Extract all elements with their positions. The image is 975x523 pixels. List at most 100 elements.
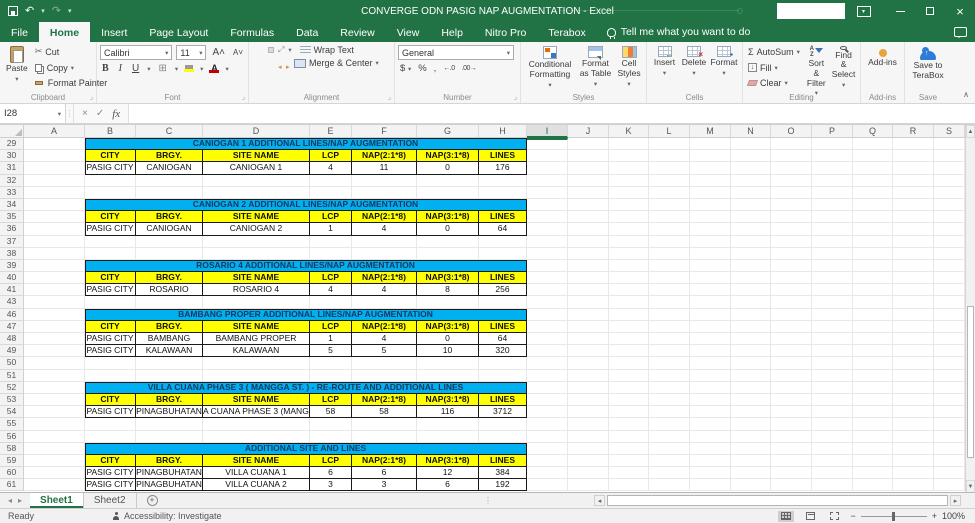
cell-S38[interactable]	[934, 247, 965, 260]
cell-R48[interactable]	[893, 333, 934, 346]
cell-H41[interactable]: 256	[479, 284, 527, 297]
cell-I34[interactable]	[527, 198, 568, 212]
cell-R54[interactable]	[893, 406, 934, 419]
cell-K38[interactable]	[609, 247, 649, 260]
cell-Q55[interactable]	[853, 418, 893, 431]
cell-C48[interactable]: BAMBANG	[136, 333, 203, 346]
cell-D36[interactable]: CANIOGAN 2	[203, 223, 310, 236]
cell-J52[interactable]	[568, 381, 609, 394]
cell-Q30[interactable]	[853, 150, 893, 163]
cell-E48[interactable]: 1	[310, 333, 352, 346]
decrease-decimal-button[interactable]: .00→	[461, 65, 477, 72]
increase-decimal-button[interactable]: ←.0	[443, 65, 455, 72]
row-header-34[interactable]: 34	[0, 198, 24, 212]
cell-L56[interactable]	[649, 430, 690, 443]
cell-Q59[interactable]	[853, 454, 893, 468]
cell-E33[interactable]	[310, 186, 352, 199]
column-header-K[interactable]: K	[609, 125, 649, 138]
name-box-caret[interactable]: ▾	[57, 110, 61, 118]
cell-K52[interactable]	[609, 381, 649, 394]
cell-S52[interactable]	[934, 381, 965, 394]
cell-R60[interactable]	[893, 467, 934, 480]
cell-L36[interactable]	[649, 223, 690, 236]
alignment-dialog-launcher-icon[interactable]: ⌟	[387, 94, 391, 101]
cell-A35[interactable]	[24, 211, 85, 224]
cell-H35[interactable]: LINES	[479, 211, 527, 224]
cell-O41[interactable]	[771, 284, 812, 297]
cell-E60[interactable]: 6	[310, 467, 352, 480]
column-header-R[interactable]: R	[893, 125, 934, 138]
sheet-tab-sheet2[interactable]: Sheet2	[84, 493, 137, 508]
cell-Q36[interactable]	[853, 223, 893, 236]
row-header-60[interactable]: 60	[0, 467, 24, 480]
row-header-32[interactable]: 32	[0, 174, 24, 187]
cell-D61[interactable]: VILLA CUANA 2	[203, 479, 310, 492]
cell-O36[interactable]	[771, 223, 812, 236]
cell-I41[interactable]	[527, 284, 568, 297]
accounting-format-button[interactable]: $ ▾	[400, 63, 412, 74]
paste-button[interactable]: Paste ▾	[3, 45, 31, 90]
cell-C61[interactable]: PINAGBUHATAN	[136, 479, 203, 492]
cell-H50[interactable]	[479, 357, 527, 370]
cell-P40[interactable]	[812, 272, 853, 285]
cell-R29[interactable]	[893, 138, 934, 151]
cell-J38[interactable]	[568, 247, 609, 260]
cell-D56[interactable]	[203, 430, 310, 443]
cell-L29[interactable]	[649, 138, 690, 151]
cell-J61[interactable]	[568, 479, 609, 492]
cell-P38[interactable]	[812, 247, 853, 260]
cancel-entry-icon[interactable]: ×	[82, 108, 88, 119]
tab-file[interactable]: File	[11, 26, 28, 39]
cell-N33[interactable]	[731, 186, 771, 199]
cell-M30[interactable]	[690, 150, 731, 163]
cell-D33[interactable]	[203, 186, 310, 199]
cell-L32[interactable]	[649, 174, 690, 187]
cell-S31[interactable]	[934, 162, 965, 175]
accessibility-checker[interactable]: Accessibility: Investigate	[112, 511, 222, 521]
cell-A47[interactable]	[24, 320, 85, 333]
comments-icon[interactable]	[954, 27, 967, 38]
cell-E59[interactable]: LCP	[310, 454, 352, 468]
cut-button[interactable]: ✂ Cut	[34, 46, 60, 57]
cell-B47[interactable]: CITY	[85, 320, 136, 333]
undo-icon[interactable]: ↶	[25, 4, 35, 17]
cell-R38[interactable]	[893, 247, 934, 260]
cell-A29[interactable]	[24, 138, 85, 151]
cell-E53[interactable]: LCP	[310, 393, 352, 407]
cell-O29[interactable]	[771, 138, 812, 151]
cell-J34[interactable]	[568, 198, 609, 212]
cell-M47[interactable]	[690, 320, 731, 333]
cell-G41[interactable]: 8	[417, 284, 479, 297]
cell-N48[interactable]	[731, 333, 771, 346]
cell-M51[interactable]	[690, 369, 731, 382]
row-header-61[interactable]: 61	[0, 479, 24, 492]
cell-M56[interactable]	[690, 430, 731, 443]
cell-E47[interactable]: LCP	[310, 320, 352, 333]
cell-M40[interactable]	[690, 272, 731, 285]
cell-O59[interactable]	[771, 454, 812, 468]
cell-I38[interactable]	[527, 247, 568, 260]
cell-L51[interactable]	[649, 369, 690, 382]
cell-O43[interactable]	[771, 296, 812, 309]
decrease-font-size-button[interactable]: A˅	[232, 48, 243, 57]
cell-D54[interactable]: A CUANA PHASE 3 (MANGGA	[203, 406, 310, 419]
cell-J43[interactable]	[568, 296, 609, 309]
enter-entry-icon[interactable]: ✓	[95, 108, 105, 119]
cell-N41[interactable]	[731, 284, 771, 297]
cell-H33[interactable]	[479, 186, 527, 199]
row-header-38[interactable]: 38	[0, 247, 24, 260]
cell-O58[interactable]	[771, 442, 812, 455]
cell-Q56[interactable]	[853, 430, 893, 443]
cell-I60[interactable]	[527, 467, 568, 480]
cell-B37[interactable]	[85, 235, 136, 248]
cell-S60[interactable]	[934, 467, 965, 480]
italic-button[interactable]: I	[118, 63, 123, 74]
zoom-level-label[interactable]: 100%	[941, 511, 965, 521]
cell-Q60[interactable]	[853, 467, 893, 480]
cell-N49[interactable]	[731, 345, 771, 358]
cell-N52[interactable]	[731, 381, 771, 394]
save-icon[interactable]	[8, 6, 18, 16]
format-cells-button[interactable]: ▪ Format ▾	[709, 45, 739, 90]
cell-F56[interactable]	[352, 430, 417, 443]
cell-C47[interactable]: BRGY.	[136, 320, 203, 333]
